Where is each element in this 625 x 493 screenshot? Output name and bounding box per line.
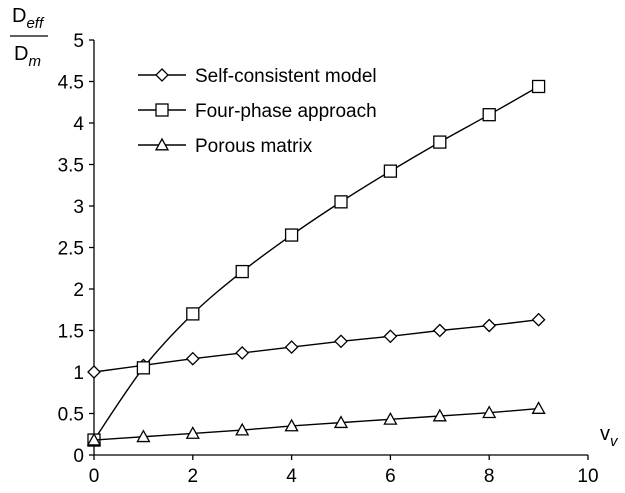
data-point	[185, 426, 200, 439]
data-point	[333, 415, 349, 429]
data-point	[235, 264, 249, 279]
y-tick-label: 4.5	[58, 73, 84, 94]
data-point	[531, 401, 546, 414]
x-tick-label: 4	[286, 466, 297, 487]
data-point	[136, 361, 151, 375]
y-tick-label: 1	[73, 363, 84, 384]
legend-label: Four-phase approach	[195, 101, 377, 122]
data-point	[284, 228, 299, 242]
data-point	[383, 329, 398, 344]
data-point	[87, 365, 101, 379]
data-point	[334, 334, 348, 349]
x-tick-label: 10	[577, 466, 598, 487]
legend-label: Porous matrix	[195, 136, 313, 157]
legend-label: Self-consistent model	[195, 66, 377, 87]
data-point	[482, 405, 497, 419]
data-point	[334, 195, 348, 209]
y-label-numerator-sub: eff	[26, 15, 45, 32]
y-tick-label: 0	[73, 446, 84, 467]
data-point	[235, 345, 250, 360]
series-diamond	[87, 312, 546, 379]
y-label-denominator-sub: m	[28, 53, 41, 70]
legend: Self-consistent model Four-phase approach…	[138, 66, 377, 157]
series-layer	[86, 79, 546, 447]
data-point	[284, 340, 299, 355]
x-tick-label: 0	[89, 466, 100, 487]
data-point	[284, 418, 299, 432]
x-tick-label: 8	[484, 466, 495, 487]
series-line	[93, 407, 539, 441]
legend-marker	[155, 103, 169, 117]
y-tick-label: 3.5	[58, 156, 84, 177]
data-point	[432, 408, 447, 422]
y-tick-label: 0.5	[58, 405, 84, 426]
y-tick-label: 1.5	[58, 322, 84, 343]
y-tick-label: 2.5	[58, 239, 84, 260]
data-point	[186, 307, 200, 321]
y-tick-label: 4	[73, 114, 84, 135]
data-point	[482, 108, 496, 122]
y-label-denominator: Dm	[14, 43, 41, 70]
series-triangle	[86, 401, 546, 446]
legend-item: Four-phase approach	[138, 101, 377, 122]
data-point	[433, 135, 447, 149]
data-point	[482, 318, 497, 333]
data-point	[86, 432, 102, 446]
series-line	[93, 85, 539, 441]
series-square	[87, 79, 546, 447]
legend-marker	[155, 68, 169, 82]
y-label-numerator: Deff	[12, 5, 45, 32]
axes: 0 0.5 1 1.5 2 2.5 3 3.5 4 4.5 5 0 2 4 6 8 10	[58, 31, 599, 487]
data-point	[383, 411, 398, 425]
data-point	[531, 79, 546, 94]
data-point	[432, 323, 447, 338]
legend-item: Porous matrix	[138, 136, 313, 157]
data-point	[531, 312, 546, 327]
data-point	[383, 164, 398, 178]
legend-item: Self-consistent model	[138, 66, 377, 87]
y-tick-label: 5	[73, 31, 84, 52]
x-tick-label: 2	[188, 466, 199, 487]
x-label: vv	[600, 423, 619, 450]
y-tick-label: 3	[73, 197, 84, 218]
x-label-sub: v	[610, 433, 619, 450]
data-point	[136, 429, 151, 443]
legend-marker	[154, 137, 170, 151]
data-point	[185, 351, 200, 366]
series-line	[93, 319, 539, 373]
x-tick-label: 6	[385, 466, 396, 487]
y-tick-label: 2	[73, 280, 84, 301]
data-point	[235, 422, 250, 436]
